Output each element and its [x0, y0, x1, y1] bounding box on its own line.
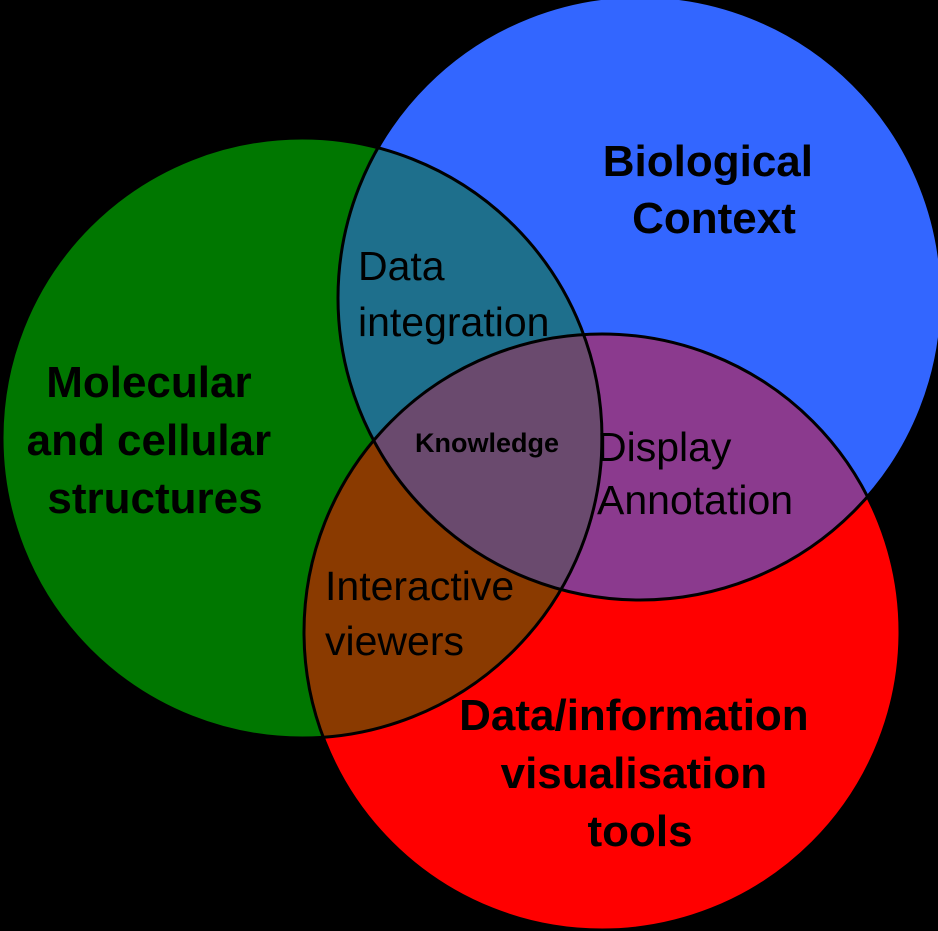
molecular-label-line: structures: [47, 474, 262, 523]
visualisation-label-line: visualisation: [501, 749, 768, 798]
visualisation-label-line: Data/information: [459, 691, 809, 740]
biological-label-line: Context: [632, 194, 796, 243]
molecular-label-line: Molecular: [46, 358, 251, 407]
display-annotation-label: Display Annotation: [597, 424, 793, 523]
molecular-label-line: and cellular: [27, 416, 272, 465]
interactive-viewers-label-line: viewers: [325, 618, 464, 664]
visualisation-outline: [302, 332, 902, 931]
knowledge-label: Knowledge: [415, 428, 559, 458]
visualisation-label-line: tools: [587, 807, 692, 856]
data-integration-label-line: integration: [358, 299, 549, 345]
biological-outline: [336, 0, 938, 602]
data-integration-label: Data integration: [358, 243, 549, 345]
display-annotation-label-line: Display: [597, 424, 732, 470]
visualisation-label: Data/information visualisation tools: [459, 691, 821, 856]
molecular-label: Molecular and cellular structures: [27, 358, 284, 523]
biological-label: Biological Context: [603, 137, 825, 243]
biological-label-line: Biological: [603, 137, 813, 186]
interactive-viewers-label-line: Interactive: [325, 563, 514, 609]
center-overlap: [338, 334, 602, 600]
interactive-viewers-label: Interactive viewers: [325, 563, 526, 664]
molecular-outline: [0, 136, 604, 740]
display-annotation-label-line: Annotation: [597, 477, 793, 523]
data-integration-label-line: Data: [358, 243, 445, 289]
